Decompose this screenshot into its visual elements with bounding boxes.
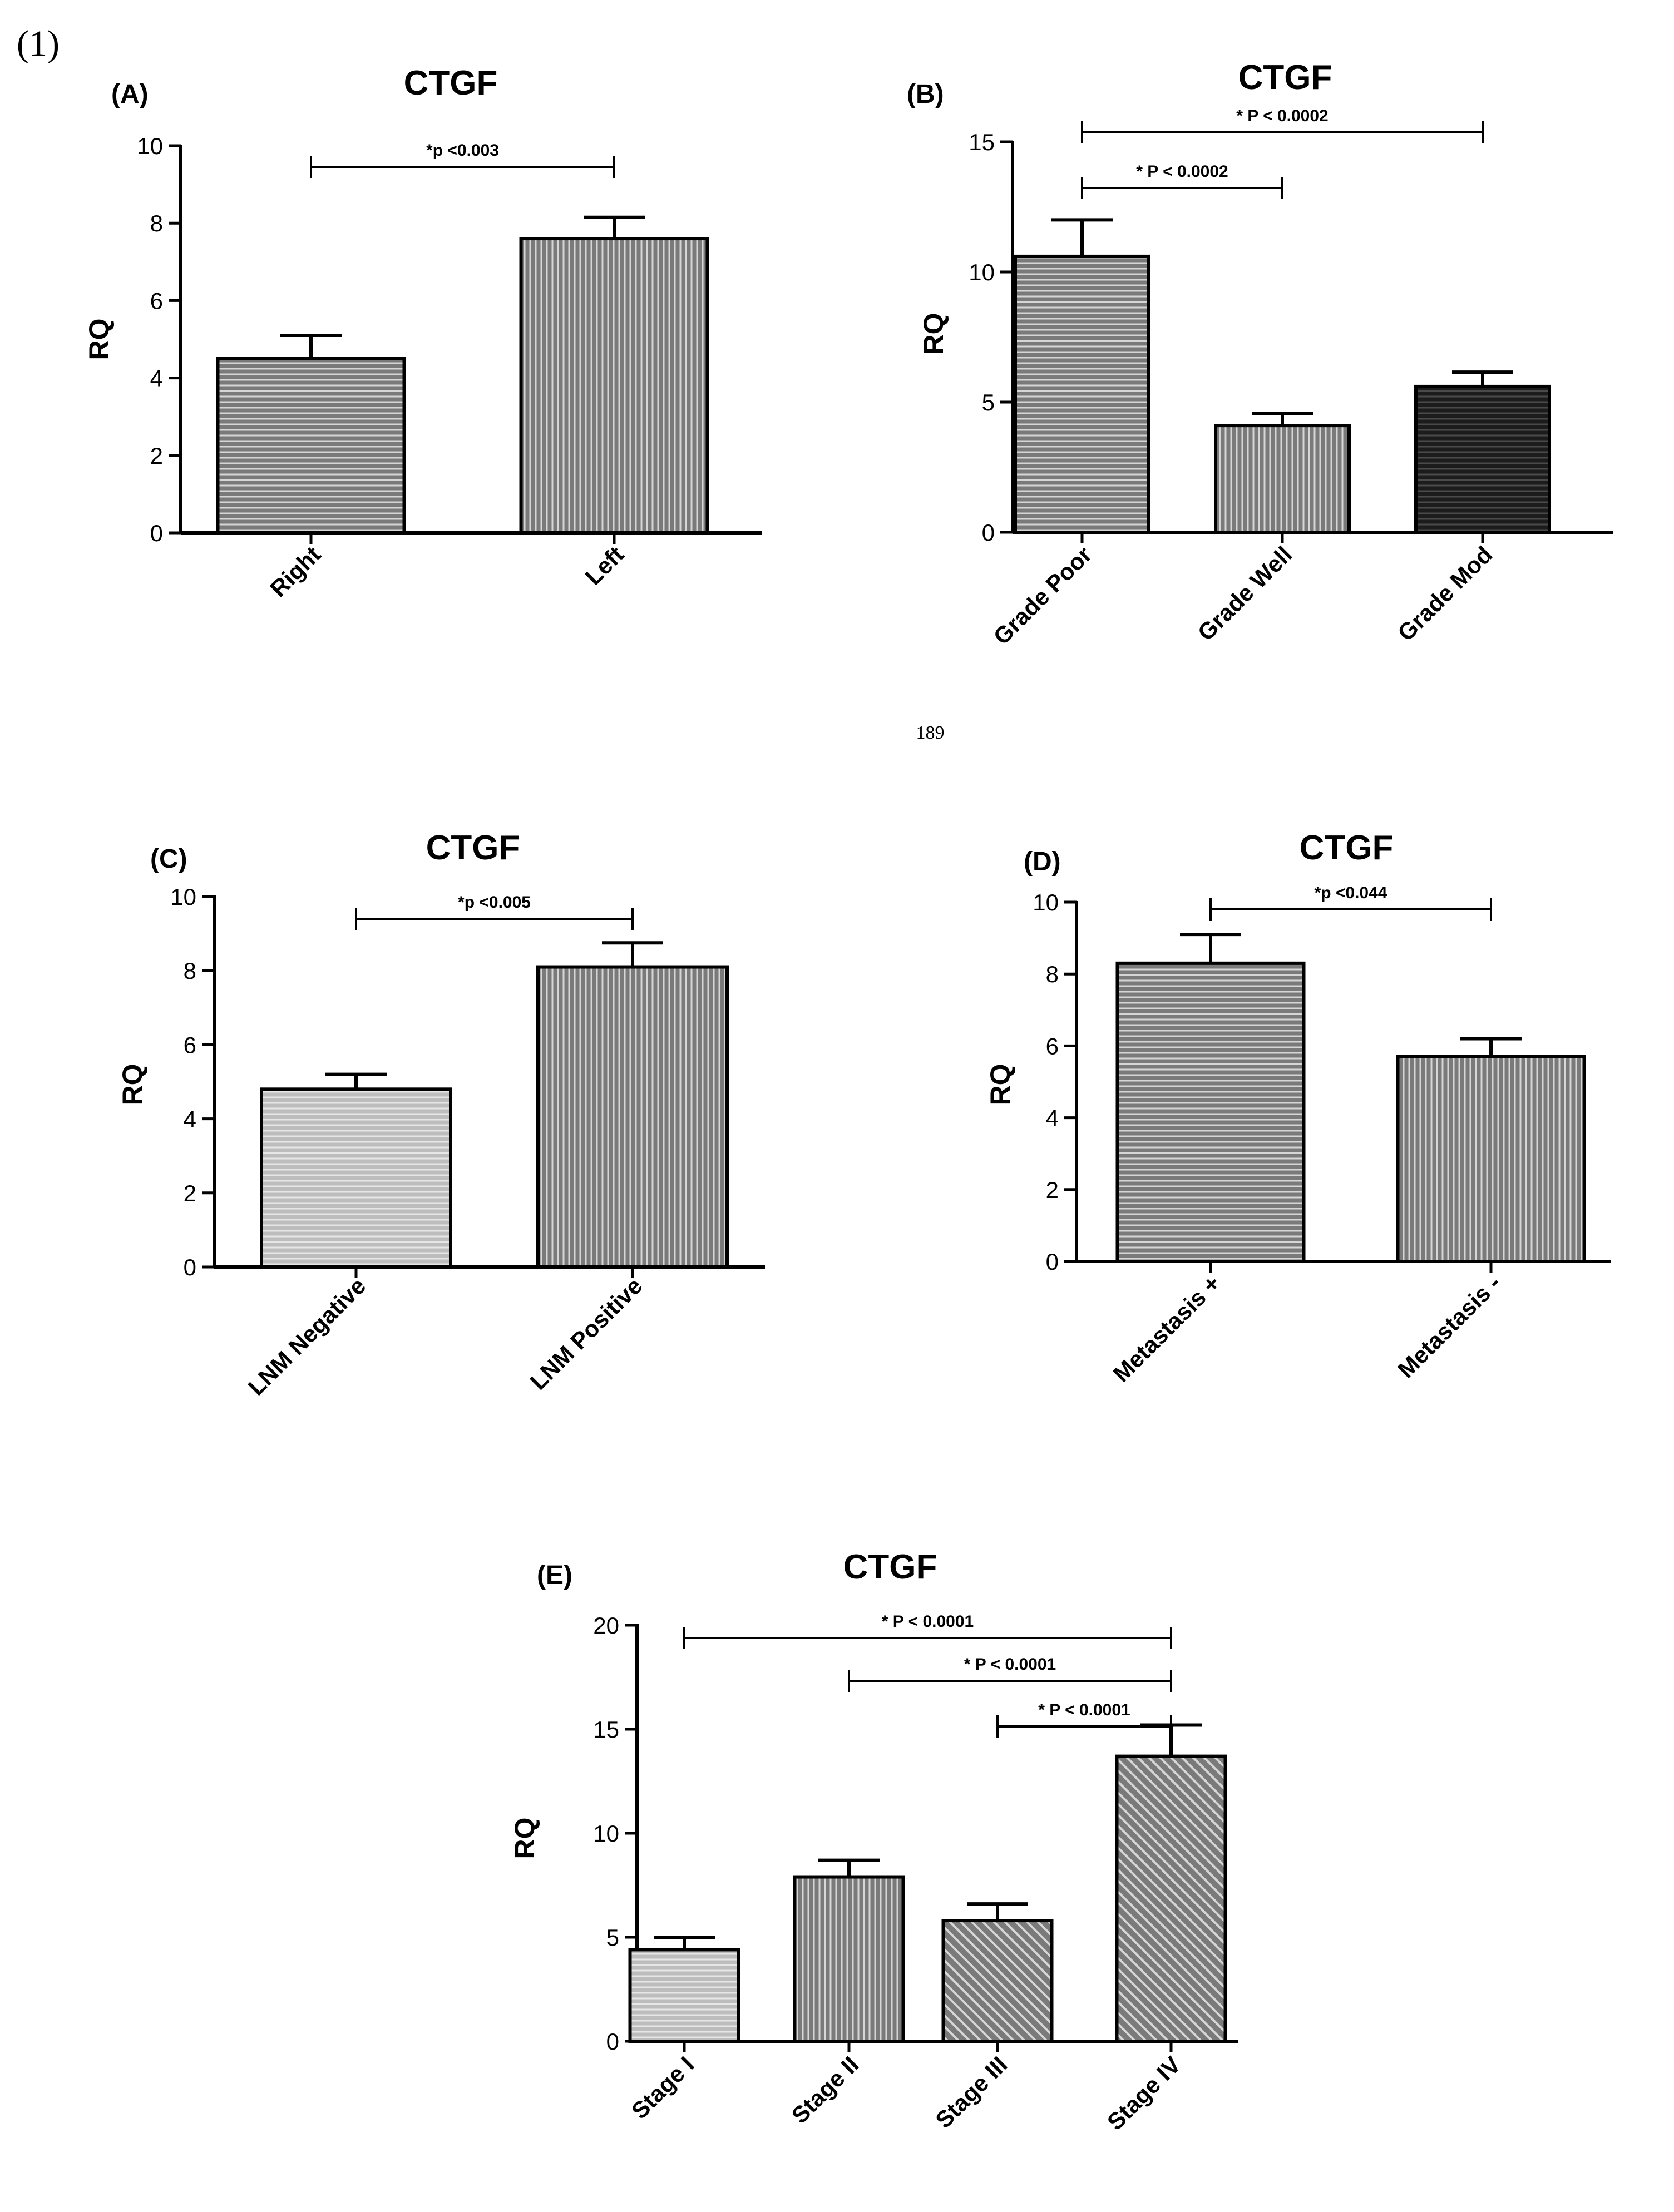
y-tick-label: 8 [184,958,196,984]
significance-label: * P < 0.0001 [882,1612,974,1631]
significance-label: * P < 0.0002 [1136,162,1228,181]
x-category-label: LNM Negative [243,1273,371,1401]
y-axis-label: RQ [117,1064,148,1106]
x-category-label: Left [580,541,629,590]
bar [1014,254,1150,534]
y-tick-label: 0 [1046,1249,1059,1275]
y-tick-label: 0 [606,2028,619,2055]
y-tick-label: 8 [150,210,163,236]
chart-title: CTGF [1300,829,1394,867]
bar [1414,384,1551,534]
y-tick-label: 4 [184,1106,196,1132]
y-tick-label: 15 [593,1716,619,1743]
y-tick-label: 2 [1046,1177,1059,1203]
y-axis-label: RQ [918,313,949,355]
y-tick-label: 6 [184,1032,196,1058]
y-tick-label: 0 [150,520,163,546]
y-axis-label: RQ [985,1064,1016,1106]
y-tick-label: 0 [982,519,995,546]
significance-label: *p <0.005 [458,893,531,912]
chart-panel-3: CTGF (C) RQ 0 2 4 6 8 10 LNM Negative LNM Positive… [117,829,765,1401]
y-tick-label: 0 [184,1254,196,1280]
panel-label: (E) [537,1561,572,1590]
chart-panel-2: CTGF (B) RQ 0 5 10 15 Grade Poor Grade Well Grade… [907,58,1613,650]
y-tick-label: 10 [1033,889,1059,916]
x-category-label: Right [265,541,325,602]
y-tick-label: 6 [1046,1033,1059,1059]
y-tick-label: 4 [150,365,163,392]
y-tick-label: 20 [593,1612,619,1639]
y-tick-label: 6 [150,288,163,314]
chart-panel-1: CTGF (A) RQ 0 2 4 6 8 10 Right Left *p <0.003 [83,64,762,602]
charts-group: CTGF (A) RQ 0 2 4 6 8 10 Right Left *p <0.003 CTGF (B… [83,58,1613,2135]
y-tick-label: 5 [982,389,995,415]
significance-label: *p <0.044 [1315,884,1387,902]
bar [1396,1055,1586,1264]
bar [216,357,406,535]
page-number: 189 [916,723,945,743]
y-tick-label: 15 [969,129,995,155]
chart-title: CTGF [1238,58,1332,97]
chart-panel-4: CTGF (D) RQ 0 2 4 6 8 10 Metastasis + Metastasis -… [985,829,1611,1387]
bar [793,1875,905,2043]
significance-label: * P < 0.0001 [964,1655,1056,1674]
chart-title: CTGF [843,1548,937,1586]
y-tick-label: 8 [1046,961,1059,987]
x-category-label: Stage III [930,2051,1012,2133]
figure-label: (1) [17,23,60,64]
y-tick-label: 2 [184,1180,196,1206]
bar [1115,961,1306,1263]
x-category-label: Grade Well [1193,541,1297,646]
panel-label: (B) [907,80,944,109]
y-tick-label: 2 [150,443,163,469]
chart-title: CTGF [404,64,498,102]
x-category-label: Stage I [626,2051,699,2124]
x-category-label: Stage IV [1102,2051,1186,2135]
y-axis-label: RQ [509,1818,540,1859]
x-category-label: Metastasis + [1108,1270,1226,1387]
x-category-label: Stage II [786,2051,863,2129]
bar [628,1948,740,2043]
panel-label: (C) [150,844,187,874]
x-category-label: Metastasis - [1392,1270,1505,1383]
y-axis-label: RQ [83,319,115,360]
significance-label: * P < 0.0002 [1236,107,1328,125]
bar [536,965,729,1269]
x-category-label: LNM Positive [525,1273,648,1395]
panel-label: (D) [1024,847,1061,877]
bar [1115,1754,1227,2043]
y-tick-label: 4 [1046,1105,1059,1131]
chart-panel-5: CTGF (E) RQ 0 5 10 15 20 Stage I Stage II Stage II… [509,1548,1238,2135]
bar [941,1919,1054,2043]
panel-label: (A) [111,80,149,109]
y-tick-label: 10 [969,259,995,285]
x-category-label: Grade Poor [988,541,1097,650]
chart-title: CTGF [426,829,520,867]
significance-label: *p <0.003 [426,141,499,160]
y-tick-label: 10 [137,133,163,159]
bar [260,1087,452,1269]
bar [1214,424,1351,534]
y-tick-label: 10 [170,884,196,910]
bar [519,237,709,535]
significance-label: * P < 0.0001 [1038,1701,1130,1719]
y-tick-label: 5 [606,1924,619,1951]
x-category-label: Grade Mod [1392,541,1497,646]
y-tick-label: 10 [593,1820,619,1847]
